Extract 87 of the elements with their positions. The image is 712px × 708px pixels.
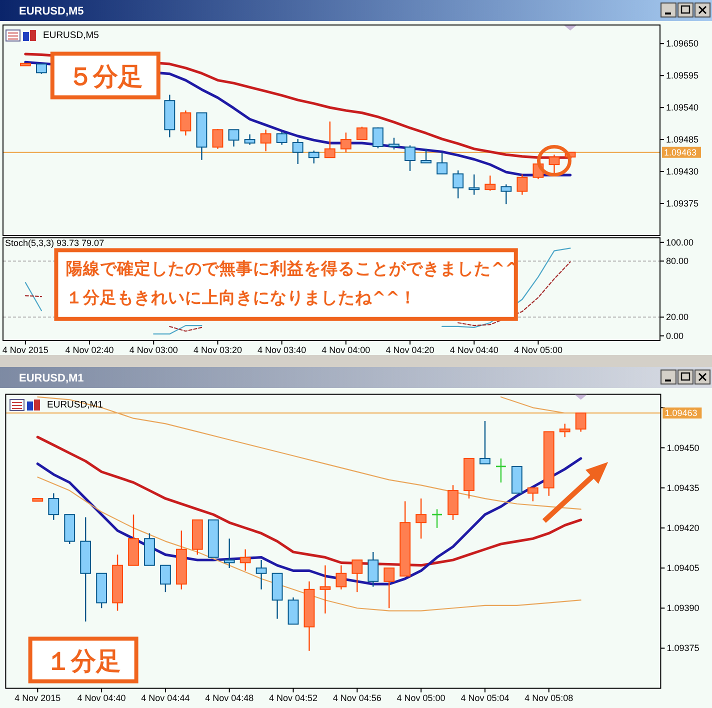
- candlestick: [500, 184, 512, 205]
- x-tick-label: 4 Nov 2015: [2, 345, 48, 355]
- x-tick-label: 4 Nov 04:56: [332, 692, 382, 703]
- candlestick: [548, 154, 560, 174]
- line-series: [458, 261, 571, 326]
- candlestick: [212, 128, 224, 150]
- candlestick: [452, 170, 464, 199]
- candlestick: [224, 538, 235, 569]
- x-tick-label: 4 Nov 04:40: [77, 692, 126, 703]
- annotation: EURUSD,M5: [43, 30, 99, 41]
- line-series: [37, 396, 582, 510]
- candlestick: [468, 174, 480, 196]
- candlestick: [416, 498, 427, 540]
- candlestick: [516, 174, 528, 196]
- candlestick: [495, 458, 507, 484]
- candlestick: [324, 120, 336, 158]
- y-tick-label: 0.00: [666, 330, 684, 341]
- x-tick-label: 4 Nov 04:44: [141, 692, 190, 703]
- annotation: Stoch(5,3,3) 93.73 79.07: [5, 238, 104, 248]
- y-tick-label: 1.09435: [666, 482, 700, 493]
- x-tick-label: 4 Nov 05:00: [514, 345, 562, 355]
- candlestick: [48, 492, 60, 521]
- candlestick: [308, 150, 320, 164]
- y-tick-label: 1.09595: [666, 70, 699, 81]
- ref-line-label: 1.09463: [664, 147, 697, 158]
- y-tick-label: 20.00: [666, 312, 689, 322]
- candlestick: [575, 412, 586, 432]
- candlestick: [431, 508, 443, 529]
- candlestick: [244, 134, 256, 146]
- candlestick: [372, 126, 384, 149]
- candlestick: [292, 138, 304, 165]
- y-tick-label: 1.09450: [666, 442, 700, 453]
- annotation: ５分足: [68, 62, 143, 91]
- candlestick: [340, 132, 352, 153]
- candlestick: [228, 129, 240, 148]
- ref-line-label: 1.09463: [664, 408, 698, 418]
- x-tick-label: 4 Nov 03:00: [129, 345, 178, 355]
- candlestick: [527, 487, 538, 502]
- x-tick-label: 4 Nov 03:20: [193, 345, 242, 355]
- x-tick-label: 4 Nov 04:40: [450, 345, 498, 355]
- candlestick: [320, 564, 331, 614]
- y-tick-label: 1.09390: [666, 603, 700, 614]
- candlestick: [256, 559, 267, 590]
- y-tick-label: 1.09420: [666, 522, 700, 533]
- x-tick-label: 4 Nov 05:08: [524, 692, 574, 703]
- candlestick: [420, 148, 432, 164]
- y-tick-label: 80.00: [666, 256, 689, 266]
- candlestick: [160, 564, 171, 593]
- chart-title: EURUSD,M5: [19, 6, 84, 18]
- x-tick-label: 4 Nov 04:20: [386, 345, 434, 355]
- line-series: [37, 476, 582, 612]
- candlestick: [276, 131, 288, 146]
- candlestick: [484, 175, 496, 192]
- x-tick-label: 4 Nov 05:04: [460, 692, 510, 703]
- x-tick-label: 4 Nov 05:00: [396, 692, 446, 703]
- candlestick: [336, 564, 347, 590]
- chart-title: EURUSD,M1: [19, 372, 84, 384]
- candlestick: [559, 423, 570, 438]
- y-tick-label: 1.09650: [666, 38, 699, 49]
- y-tick-label: 1.09375: [666, 198, 699, 209]
- annotation: １分足もきれいに上向きになりましたね^^！: [66, 288, 417, 307]
- candlestick: [180, 110, 192, 136]
- candlestick: [404, 144, 416, 172]
- candlestick: [368, 551, 379, 588]
- x-tick-label: 4 Nov 02:40: [65, 345, 114, 355]
- candlestick: [436, 152, 448, 174]
- candlestick: [388, 137, 400, 150]
- annotation: １分足: [46, 646, 121, 676]
- candlestick: [352, 559, 363, 593]
- x-tick-label: 4 Nov 03:40: [258, 345, 306, 355]
- candlestick: [356, 126, 368, 140]
- y-tick-label: 1.09430: [666, 166, 699, 177]
- y-tick-label: 1.09405: [666, 563, 700, 574]
- candlestick: [36, 63, 47, 74]
- y-tick-label: 1.09540: [666, 102, 699, 113]
- x-tick-label: 4 Nov 2015: [14, 692, 61, 703]
- y-tick-label: 1.09485: [666, 134, 699, 145]
- x-tick-label: 4 Nov 04:52: [268, 692, 318, 703]
- x-tick-label: 4 Nov 04:48: [205, 692, 254, 703]
- x-tick-label: 4 Nov 04:00: [322, 345, 370, 355]
- candlestick: [480, 420, 490, 464]
- candlestick: [240, 548, 251, 572]
- line-series: [36, 436, 582, 567]
- candlestick: [260, 129, 272, 152]
- candlestick: [384, 567, 395, 609]
- y-tick-label: 1.09375: [666, 643, 700, 654]
- y-tick-label: 100.00: [666, 237, 694, 248]
